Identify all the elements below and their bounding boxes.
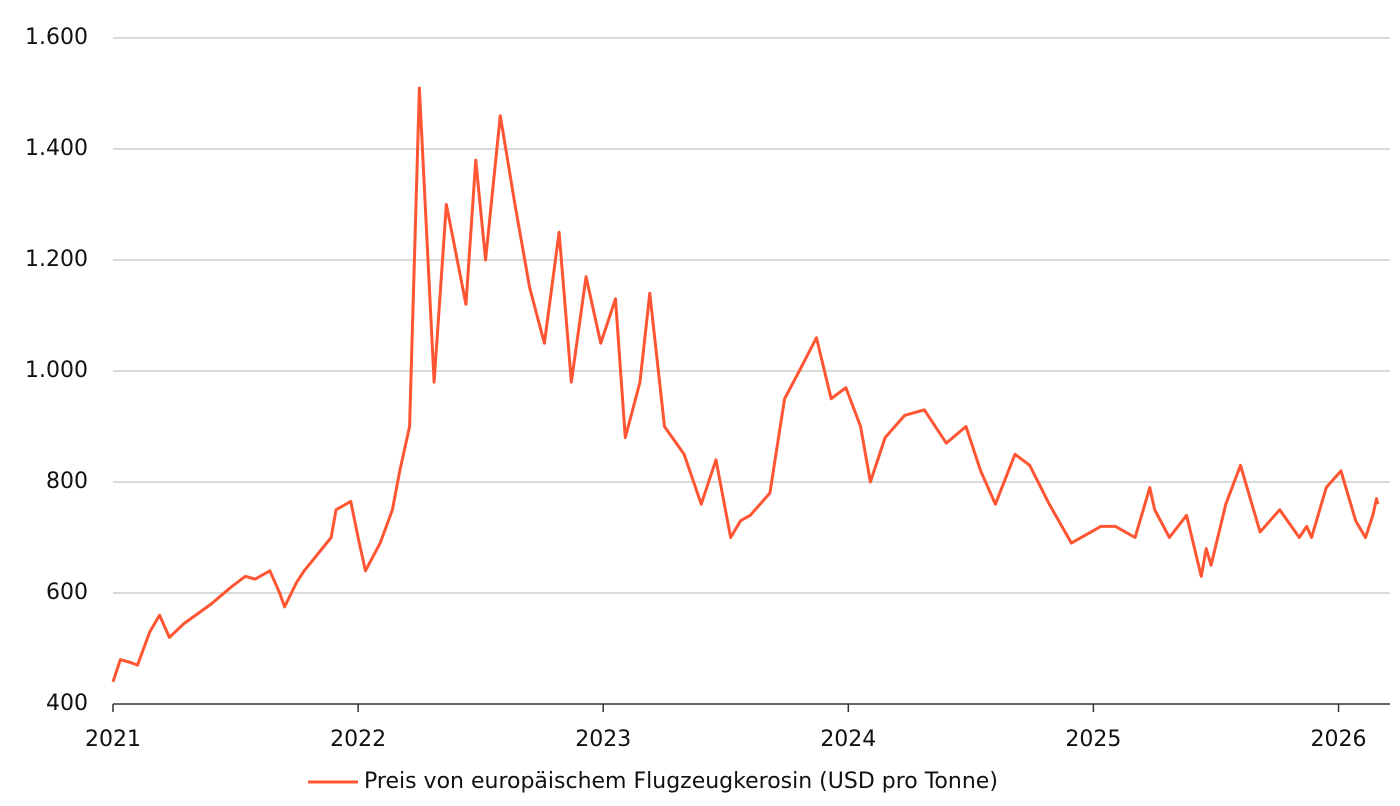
y-tick-label: 800 [46, 469, 88, 494]
x-tick-label: 2023 [575, 727, 631, 752]
y-tick-label: 1.400 [25, 136, 88, 161]
x-tick-label: 2024 [820, 727, 876, 752]
x-tick-label: 2022 [330, 727, 386, 752]
x-tick-label: 2026 [1311, 727, 1367, 752]
x-tick-label: 2025 [1065, 727, 1121, 752]
y-tick-label: 1.600 [25, 25, 88, 50]
y-tick-label: 1.200 [25, 247, 88, 272]
y-tick-label: 600 [46, 580, 88, 605]
y-tick-label: 400 [46, 691, 88, 716]
legend-label: Preis von europäischem Flugzeugkerosin (… [364, 769, 998, 794]
line-series [111, 86, 1380, 683]
y-tick-label: 1.000 [25, 358, 88, 383]
x-tick-label: 2021 [85, 727, 141, 752]
